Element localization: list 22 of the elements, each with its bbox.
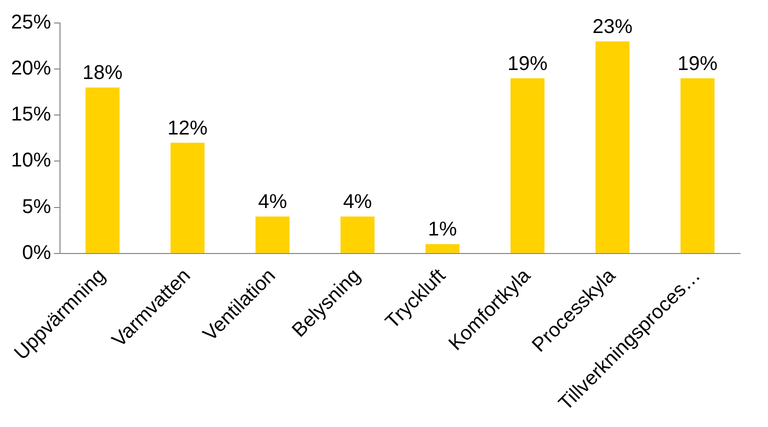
bar [256,216,290,253]
bar [680,78,714,253]
y-tick-label: 5% [22,196,52,218]
y-tick-label: 15% [11,104,52,126]
bar [510,78,545,253]
bar [86,88,120,253]
bar [426,244,460,253]
y-tick-label: 10% [11,150,52,172]
y-tick-label: 0% [22,242,52,264]
data-label: 19% [677,52,718,75]
data-label: 18% [82,62,123,84]
bar [170,142,205,253]
bar [596,41,630,253]
data-label: 12% [168,117,208,140]
data-label: 4% [258,191,288,214]
data-label: 4% [343,191,372,214]
bar [340,216,375,253]
y-tick-label: 25% [11,12,52,34]
data-label: 19% [507,52,548,75]
y-tick-label: 20% [11,58,52,80]
data-label: 23% [592,16,633,38]
data-label: 1% [428,218,458,241]
